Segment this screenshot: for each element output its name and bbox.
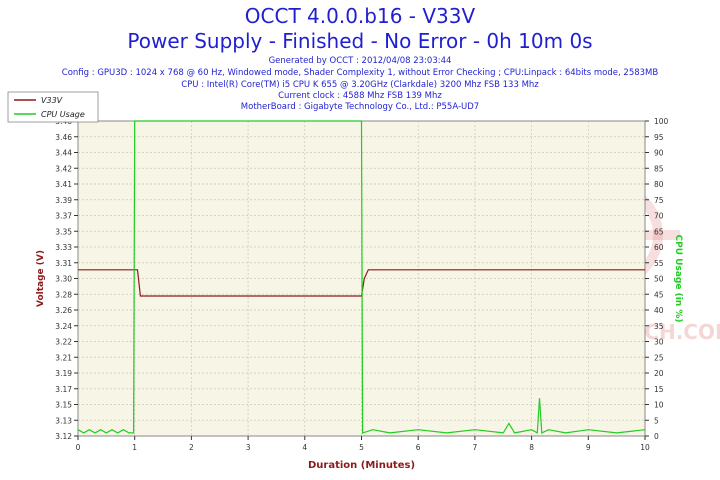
info-motherboard: MotherBoard : Gigabyte Technology Co., L… (240, 102, 480, 112)
y2-tick-label: 95 (654, 133, 664, 142)
y-tick-label: 3.15 (55, 401, 72, 410)
y2-tick-label: 25 (654, 353, 664, 362)
y2-tick-label: 35 (654, 322, 664, 331)
y2-tick-label: 15 (654, 385, 664, 394)
y-tick-label: 3.44 (55, 149, 72, 158)
y-tick-label: 3.21 (55, 353, 72, 362)
x-tick-label: 4 (302, 443, 307, 452)
y2-tick-label: 5 (654, 416, 659, 425)
y2-tick-label: 30 (654, 338, 664, 347)
y-tick-label: 3.13 (55, 416, 72, 425)
y-tick-label: 3.30 (55, 275, 72, 284)
x-axis-label: Duration (Minutes) (308, 460, 415, 471)
info-clock: Current clock : 4588 Mhz FSB 139 Mhz (278, 91, 442, 101)
y2-tick-label: 45 (654, 290, 664, 299)
y-tick-label: 3.28 (55, 290, 72, 299)
x-tick-label: 9 (586, 443, 591, 452)
y-tick-label: 3.24 (55, 322, 72, 331)
info-config: Config : GPU3D : 1024 x 768 @ 60 Hz, Win… (61, 68, 659, 78)
legend-box (7, 91, 99, 123)
y2-tick-label: 100 (654, 117, 669, 126)
y-tick-label: 3.17 (55, 385, 72, 394)
y-tick-label: 3.22 (55, 338, 72, 347)
y2-tick-label: 80 (654, 180, 664, 189)
x-tick-label: 7 (473, 443, 478, 452)
x-tick-label: 0 (76, 443, 81, 452)
legend-label: CPU Usage (41, 110, 85, 119)
y2-tick-label: 75 (654, 196, 664, 205)
y2-tick-label: 0 (654, 432, 659, 441)
y-tick-label: 3.26 (55, 306, 72, 315)
y-tick-label: 3.33 (55, 243, 72, 252)
y2-tick-label: 20 (654, 369, 664, 378)
x-tick-label: 6 (416, 443, 421, 452)
info-generated: Generated by OCCT : 2012/04/08 23:03:44 (268, 56, 452, 66)
x-tick-label: 3 (246, 443, 251, 452)
y-tick-label: 3.42 (55, 164, 72, 173)
series-line-cpu-usage (77, 120, 646, 434)
y-tick-label: 3.39 (55, 196, 72, 205)
y2-axis-label: CPU Usage (in %) (673, 235, 683, 323)
y2-tick-label: 60 (654, 243, 664, 252)
info-cpu: CPU : Intel(R) Core(TM) i5 CPU K 655 @ 3… (181, 80, 539, 90)
x-tick-label: 10 (640, 443, 650, 452)
y-axis-label: Voltage (V) (36, 250, 46, 307)
y2-tick-label: 70 (654, 212, 664, 221)
y2-tick-label: 65 (654, 227, 664, 236)
series-line-v33v (78, 269, 645, 297)
chart-subtitle: Power Supply - Finished - No Error - 0h … (127, 29, 593, 53)
x-tick-label: 1 (132, 443, 137, 452)
y2-tick-label: 40 (654, 306, 664, 315)
y-tick-label: 3.37 (55, 212, 72, 221)
y-tick-label: 3.41 (55, 180, 72, 189)
y2-tick-label: 85 (654, 164, 664, 173)
y2-tick-label: 90 (654, 149, 664, 158)
legend-label: V33V (41, 96, 63, 105)
y2-tick-label: 10 (654, 401, 664, 410)
y-tick-label: 3.31 (55, 259, 72, 268)
x-tick-label: 2 (189, 443, 194, 452)
y-tick-label: 3.19 (55, 369, 72, 378)
y-tick-label: 3.46 (55, 133, 72, 142)
chart-title: OCCT 4.0.0.b16 - V33V (244, 4, 476, 28)
y-tick-label: 3.12 (55, 432, 72, 441)
x-tick-label: 5 (359, 443, 364, 452)
y2-tick-label: 55 (654, 259, 664, 268)
x-tick-label: 8 (529, 443, 534, 452)
y-tick-label: 3.35 (55, 227, 72, 236)
y2-tick-label: 50 (654, 275, 664, 284)
